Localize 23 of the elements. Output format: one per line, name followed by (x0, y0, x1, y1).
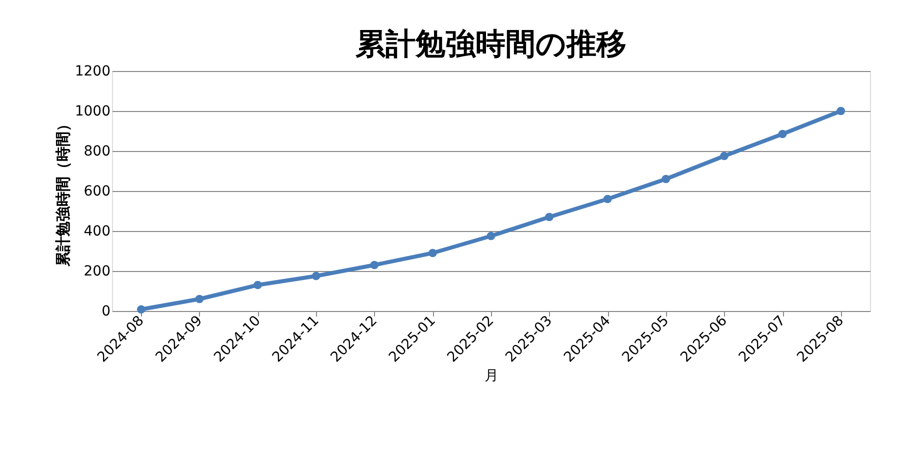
y-tick-label: 1200 (74, 64, 110, 80)
point (545, 212, 554, 222)
y-tick-label: 800 (84, 144, 110, 160)
y-tick-label: 1000 (74, 104, 110, 120)
point (720, 152, 728, 160)
point (312, 272, 320, 280)
point (254, 280, 262, 290)
point (195, 294, 204, 304)
point (370, 260, 379, 270)
point (662, 174, 670, 184)
y-tick-label: 200 (84, 264, 110, 280)
chart-title: 累計勉強時間の推移 (354, 27, 626, 62)
x-axis-title: 月 (484, 368, 498, 384)
y-tick-label: 400 (84, 224, 110, 240)
point (428, 248, 437, 258)
y-axis-title: 累計勉強時間（時間） (54, 116, 72, 268)
point (486, 232, 496, 240)
point (603, 194, 612, 204)
y-tick-label: 600 (84, 184, 110, 200)
y-tick-label: 0 (102, 304, 110, 320)
point (836, 106, 846, 116)
point (778, 130, 787, 138)
point (136, 305, 146, 314)
